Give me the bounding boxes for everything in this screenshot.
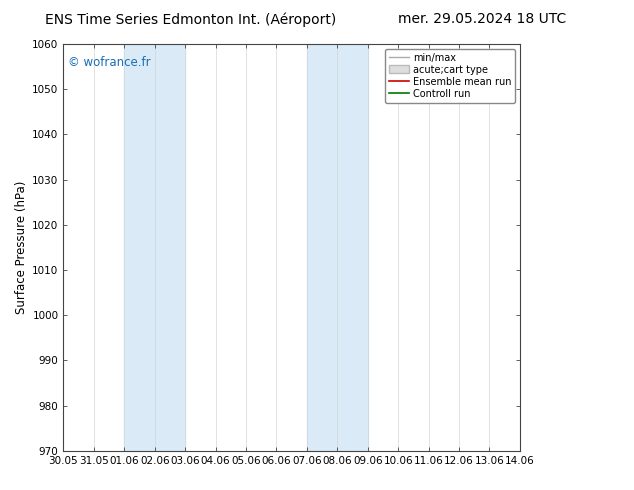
Bar [124,44,185,451]
Bar [307,44,368,451]
Y-axis label: Surface Pressure (hPa): Surface Pressure (hPa) [15,181,28,314]
Legend: min/max, acute;cart type, Ensemble mean run, Controll run: min/max, acute;cart type, Ensemble mean … [385,49,515,102]
Text: © wofrance.fr: © wofrance.fr [68,56,151,69]
Text: ENS Time Series Edmonton Int. (Aéroport): ENS Time Series Edmonton Int. (Aéroport) [44,12,336,27]
Text: mer. 29.05.2024 18 UTC: mer. 29.05.2024 18 UTC [398,12,566,26]
